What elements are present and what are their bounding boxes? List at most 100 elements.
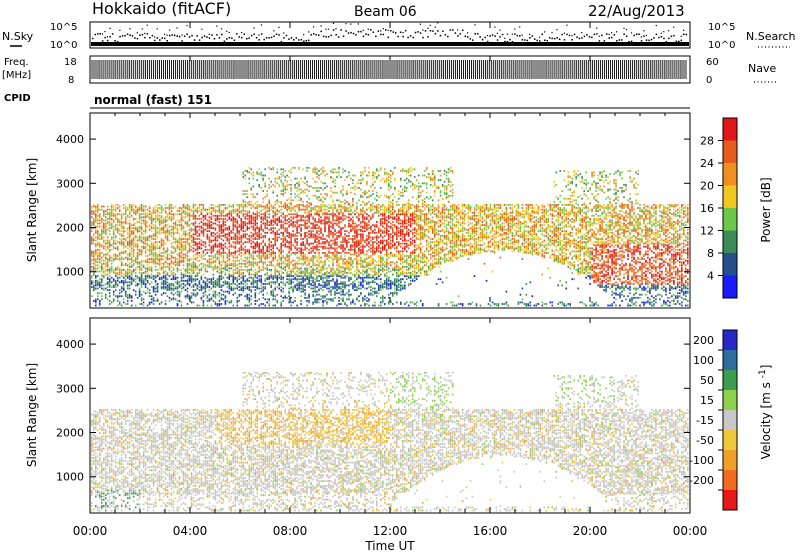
power-cell (316, 286, 318, 288)
power-cell (288, 176, 290, 178)
power-cell (276, 239, 278, 242)
power-cell (288, 292, 290, 295)
power-cell (132, 252, 135, 254)
power-cell (290, 193, 292, 195)
noise-point (663, 31, 665, 33)
power-cell (166, 289, 169, 291)
power-cell (270, 208, 272, 211)
power-cell (242, 171, 245, 174)
power-cell (276, 168, 278, 171)
power-cell (110, 270, 113, 273)
power-cell (300, 235, 302, 237)
power-cell (176, 267, 179, 270)
power-cell (178, 236, 181, 239)
power-cell (248, 239, 251, 242)
power-cell (202, 244, 205, 247)
power-cell (91, 265, 93, 268)
power-cell (178, 242, 181, 245)
power-cell (254, 233, 257, 236)
power-cell (328, 290, 330, 293)
power-cell (326, 239, 328, 242)
power-cell (105, 269, 107, 271)
power-cell (140, 267, 143, 270)
noise-point (598, 35, 600, 37)
power-cell (103, 227, 105, 230)
power-cell (324, 284, 326, 287)
power-cell (292, 290, 294, 293)
power-cell (170, 216, 173, 219)
power-cell (242, 272, 245, 274)
power-cell (130, 231, 133, 234)
power-cell (97, 279, 99, 282)
power-cell (136, 236, 139, 239)
power-cell (160, 286, 163, 288)
power-cell (296, 221, 298, 223)
noise-point (668, 30, 670, 32)
power-cell (280, 193, 282, 195)
power-cell (103, 219, 105, 222)
power-cell (318, 205, 320, 208)
power-cell (156, 216, 159, 219)
power-cell (178, 286, 181, 288)
power-cell (310, 259, 312, 262)
power-cell (166, 228, 169, 231)
power-cell (136, 211, 139, 214)
power-cell (152, 244, 155, 247)
power-cell (258, 265, 260, 268)
power-cell (226, 207, 229, 209)
power-cell (188, 218, 191, 220)
power-cell (180, 259, 183, 262)
power-cell (218, 218, 221, 220)
power-cell (112, 272, 115, 274)
power-cell (316, 227, 318, 230)
power-cell (204, 269, 207, 271)
power-cell (162, 252, 165, 254)
noise-point (255, 37, 258, 39)
power-cell (180, 207, 183, 209)
power-cell (328, 247, 330, 250)
power-cell (294, 196, 296, 199)
power-cell (138, 262, 141, 265)
power-cell (202, 224, 205, 226)
power-cell (97, 222, 99, 225)
power-cell (230, 214, 233, 217)
power-cell (172, 245, 175, 248)
power-cell (91, 279, 93, 282)
power-cell (166, 295, 169, 298)
power-cell (180, 214, 183, 217)
power-cell (242, 248, 245, 251)
power-cell (246, 256, 249, 259)
power-cell (258, 279, 260, 282)
power-cell (238, 210, 241, 212)
power-cell (304, 176, 306, 178)
power-cell (156, 213, 159, 216)
power-cell (234, 283, 237, 285)
power-cell (138, 293, 141, 296)
power-cell (134, 210, 137, 212)
power-cell (216, 235, 219, 237)
power-cell (182, 279, 185, 282)
power-cell (166, 230, 169, 233)
power-cell (132, 270, 135, 273)
power-cell (300, 177, 302, 180)
power-cell (124, 221, 127, 223)
power-cell (184, 273, 187, 276)
power-cell (152, 227, 155, 230)
power-cell (248, 279, 251, 282)
power-cell (188, 236, 191, 239)
power-cell (318, 256, 320, 259)
power-cell (218, 252, 221, 254)
power-cell (95, 250, 97, 253)
power-cell (108, 241, 111, 243)
power-cell (248, 276, 251, 279)
power-cell (216, 239, 219, 242)
power-cell (164, 242, 167, 245)
power-cell (188, 233, 191, 236)
power-cell (274, 281, 276, 284)
power-cell (91, 258, 93, 260)
noise-point (144, 32, 146, 34)
power-cell (310, 236, 312, 239)
power-cell (248, 200, 251, 203)
power-cell (228, 258, 231, 260)
power-cell (105, 253, 107, 256)
